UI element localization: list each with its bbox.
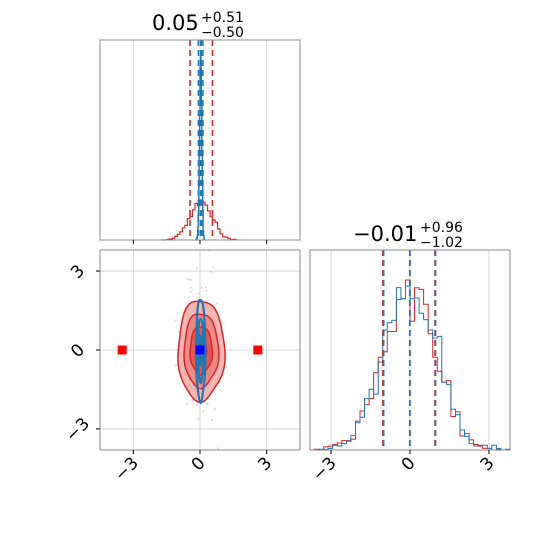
joint-sample-point xyxy=(187,278,191,281)
marginal-2-hist-blue xyxy=(310,285,511,451)
joint-sample-point xyxy=(174,319,178,322)
joint-sample-point xyxy=(204,286,207,289)
joint-xtick-label-1: 0 xyxy=(188,453,210,475)
joint-xtick-label-0: −3 xyxy=(111,453,143,485)
joint-sample-point xyxy=(206,402,209,405)
joint-sample-point xyxy=(195,267,198,270)
joint-sample-point xyxy=(174,364,178,367)
joint-sample-point xyxy=(212,266,215,269)
joint-marker-0 xyxy=(195,345,205,355)
joint-marker-2 xyxy=(253,345,263,355)
joint-sample-point xyxy=(216,447,220,450)
joint-sample-point xyxy=(187,296,191,299)
marginal-2-xtick-label-1: 0 xyxy=(398,453,420,475)
joint-xtick-label-2: 3 xyxy=(254,453,276,475)
joint-sample-point xyxy=(189,290,192,293)
joint-sample-point xyxy=(186,277,189,281)
joint-sample-point xyxy=(213,408,216,411)
joint-sample-point xyxy=(189,279,192,282)
joint-sample-point xyxy=(202,410,205,413)
joint-sample-point xyxy=(196,403,199,406)
joint-ytick-label-0: 3 xyxy=(67,261,89,283)
joint-sample-point xyxy=(222,321,225,324)
joint-sample-point xyxy=(197,292,200,295)
marginal-2-xtick-label-0: −3 xyxy=(309,453,341,485)
joint-marker-1 xyxy=(117,345,127,355)
joint-sample-point xyxy=(197,417,200,420)
joint-sample-point xyxy=(219,388,222,391)
marginal-2-title-upper: +0.96 xyxy=(420,220,463,236)
marginal-1-title: 0.05 +0.51 −0.50 xyxy=(152,10,244,41)
joint-ytick-label-1: 0 xyxy=(67,340,89,362)
marginal-1-title-upper: +0.51 xyxy=(201,10,244,26)
joint-sample-point xyxy=(210,419,214,422)
marginal-2-title: −0.01 +0.96 −1.02 xyxy=(353,220,463,251)
marginal-2-title-lower: −1.02 xyxy=(420,235,463,251)
marginal-2-xtick-label-2: 3 xyxy=(477,453,499,475)
joint-ytick-label-2: −3 xyxy=(62,414,94,446)
marginal-1-title-lower: −0.50 xyxy=(201,25,244,41)
joint-sample-point xyxy=(200,286,203,289)
joint-sample-point xyxy=(210,270,213,273)
marginal-2-title-value: −0.01 xyxy=(353,222,417,246)
joint-sample-point xyxy=(205,289,208,292)
joint-sample-point xyxy=(189,286,192,289)
joint-sample-point xyxy=(186,402,189,405)
joint-sample-point xyxy=(215,302,218,305)
marginal-1-title-value: 0.05 xyxy=(152,11,199,35)
